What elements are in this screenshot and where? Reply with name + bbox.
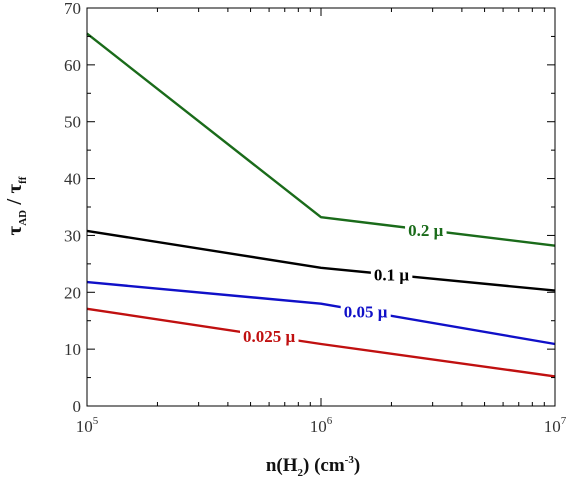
x-tick-label: 107 (544, 415, 567, 436)
x-tick-label: 106 (310, 415, 333, 436)
y-tick-label: 10 (64, 340, 81, 359)
series-label-background (405, 219, 447, 241)
series-label: 0.2 μ (408, 221, 444, 240)
series-label-background (240, 326, 299, 348)
y-tick-label: 50 (64, 113, 81, 132)
series-label: 0.025 μ (243, 327, 296, 346)
x-tick-label: 105 (76, 415, 99, 436)
y-tick-label: 20 (64, 283, 81, 302)
series-label-background (340, 301, 391, 323)
series-lines (86, 32, 556, 378)
plot-frame (86, 7, 556, 407)
y-axis-title: τAD / τff (2, 176, 29, 235)
y-tick-label: 70 (64, 0, 81, 18)
series-label-background (370, 264, 413, 286)
x-axis-title: n(H2) (cm-3) (266, 454, 360, 479)
series-line (86, 32, 556, 247)
y-tick-label: 40 (64, 170, 81, 189)
series-line (86, 280, 556, 346)
y-axis-ticks: 0 10 20 30 40 50 60 70 (64, 0, 555, 416)
series-line (86, 229, 556, 292)
y-tick-label: 0 (73, 397, 82, 416)
series-labels: 0.2 μ 0.1 μ 0.05 μ 0.025 μ (240, 219, 447, 348)
series-label: 0.05 μ (344, 302, 388, 321)
series-label: 0.1 μ (374, 266, 410, 285)
y-tick-label: 30 (64, 226, 81, 245)
series-line (86, 307, 556, 378)
x-axis-ticks: 105 106 107 (76, 8, 567, 436)
y-tick-label: 60 (64, 56, 81, 75)
